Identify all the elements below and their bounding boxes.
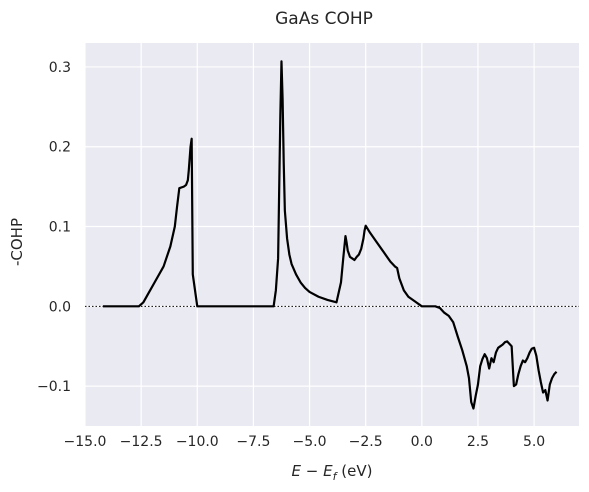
cohp-series-line: [102, 60, 558, 410]
x-tick-label: 2.5: [467, 434, 489, 450]
y-tick-labels: −0.1 0.0 0.1 0.2 0.3: [37, 60, 71, 395]
x-axis-label-sub-base: E: [323, 462, 333, 480]
y-tick-label: 0.1: [49, 220, 71, 236]
x-tick-label: −12.5: [120, 434, 163, 450]
x-axis-label-minus: −: [301, 462, 323, 480]
y-tick-label: 0.3: [49, 60, 71, 76]
x-tick-label: −15.0: [64, 434, 107, 450]
y-tick-label: 0.0: [49, 299, 71, 315]
x-axis-label-sub: f: [333, 470, 339, 483]
chart-title: GaAs COHP: [275, 9, 373, 29]
x-tick-label: −7.5: [236, 434, 270, 450]
y-axis-label: -COHP: [8, 218, 26, 266]
series-group: [102, 60, 558, 410]
x-tick-label: −2.5: [349, 434, 383, 450]
plot-background: [85, 43, 579, 426]
x-tick-label: 5.0: [523, 434, 545, 450]
x-axis-label-var: E: [292, 462, 302, 480]
x-axis-label: E − Ef (eV): [292, 462, 373, 483]
x-tick-label: −10.0: [176, 434, 219, 450]
x-axis-label-unit: (eV): [336, 462, 372, 480]
y-tick-label: 0.2: [49, 140, 71, 156]
x-tick-label: 0.0: [411, 434, 433, 450]
x-tick-labels: −15.0 −12.5 −10.0 −7.5 −5.0 −2.5 0.0 2.5 5.0: [64, 434, 546, 450]
y-tick-label: −0.1: [37, 379, 71, 395]
grid-lines: [84, 43, 579, 426]
x-tick-label: −5.0: [293, 434, 327, 450]
